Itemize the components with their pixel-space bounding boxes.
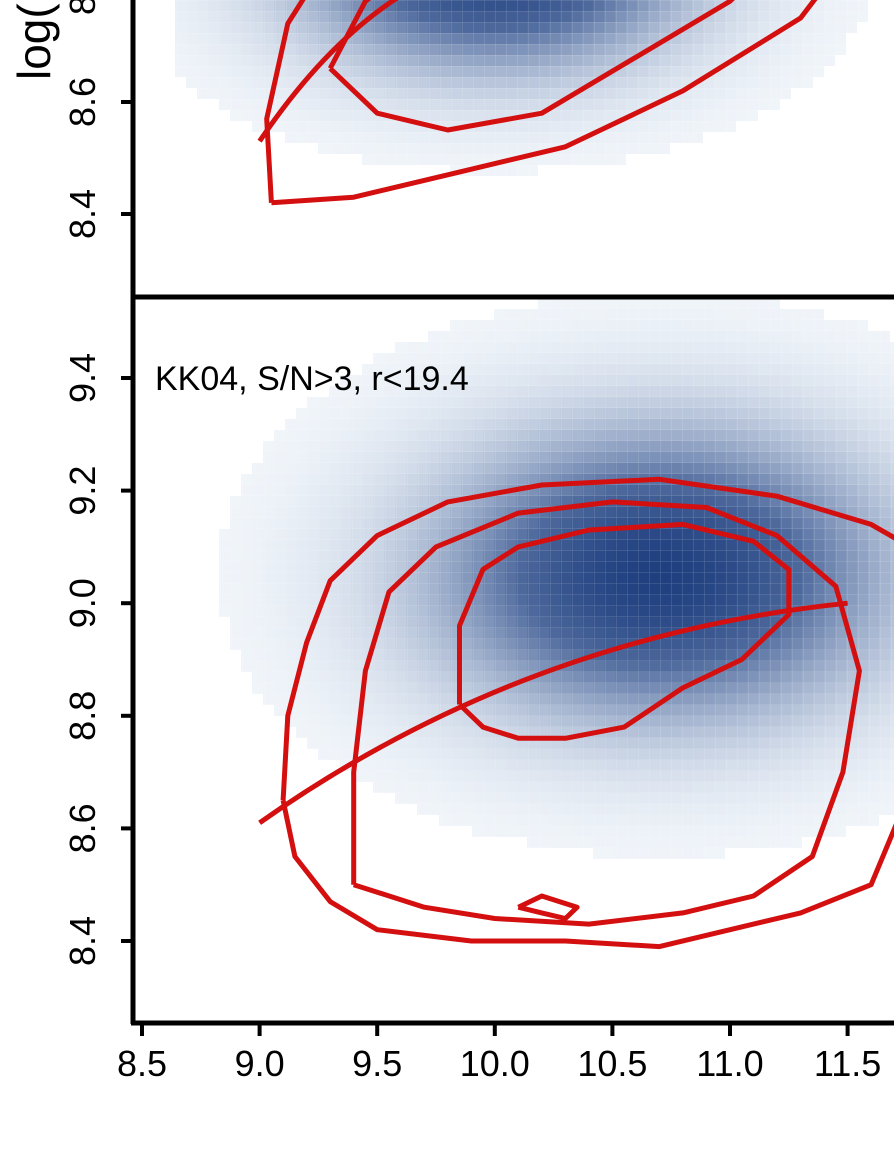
panel-top: 8.4 8.6 8.8: [62, 0, 894, 296]
x-tick-label: 9.5: [352, 1043, 402, 1084]
contour-line: [280, 476, 894, 950]
x-tick-label: 9.0: [235, 1043, 285, 1084]
y-axis-label: log(: [8, 3, 60, 80]
contour-line: [327, 0, 735, 133]
top-plot-area: [133, 0, 894, 296]
bottom-plot-area: [133, 298, 894, 1022]
x-tick-label: 10.5: [577, 1043, 647, 1084]
x-axis: 8.5 9.0 9.5 10.0 10.5 11.0 11.5: [117, 1023, 881, 1084]
x-tick-label: 10.0: [460, 1043, 530, 1084]
y-tick-label: 9.0: [62, 578, 103, 628]
grid-overlay: [133, 0, 894, 296]
grid-overlay: [133, 298, 894, 1022]
contour-line: [457, 521, 792, 741]
x-tick-label: 8.5: [117, 1043, 167, 1084]
contour-line: [517, 893, 580, 921]
y-tick-label: 8.4: [62, 916, 103, 966]
y-tick-label: 8.8: [62, 691, 103, 741]
fit-curve: [257, 0, 399, 143]
bottom-y-axis: 8.4 8.6 8.8 9.0 9.2 9.4: [62, 353, 133, 966]
y-tick-label: 8.6: [62, 77, 103, 127]
contour-line: [264, 0, 818, 206]
panel-label: KK04, S/N>3, r<19.4: [155, 360, 469, 398]
y-tick-label: 9.2: [62, 466, 103, 516]
top-y-axis: 8.4 8.6 8.8: [62, 0, 133, 239]
contour-line: [351, 499, 862, 927]
y-tick-label: 9.4: [62, 353, 103, 403]
y-tick-label: 8.4: [62, 189, 103, 239]
panel-bottom: 8.4 8.6 8.8 9.0 9.2 9.4 KK04, S/N>3, r<19.4: [62, 298, 894, 1022]
x-tick-label: 11.0: [696, 1043, 763, 1084]
fit-curve: [258, 600, 848, 825]
y-tick-label: 8.6: [62, 803, 103, 853]
x-tick-label: 11.5: [814, 1043, 881, 1084]
y-tick-label: 8.8: [62, 0, 103, 15]
